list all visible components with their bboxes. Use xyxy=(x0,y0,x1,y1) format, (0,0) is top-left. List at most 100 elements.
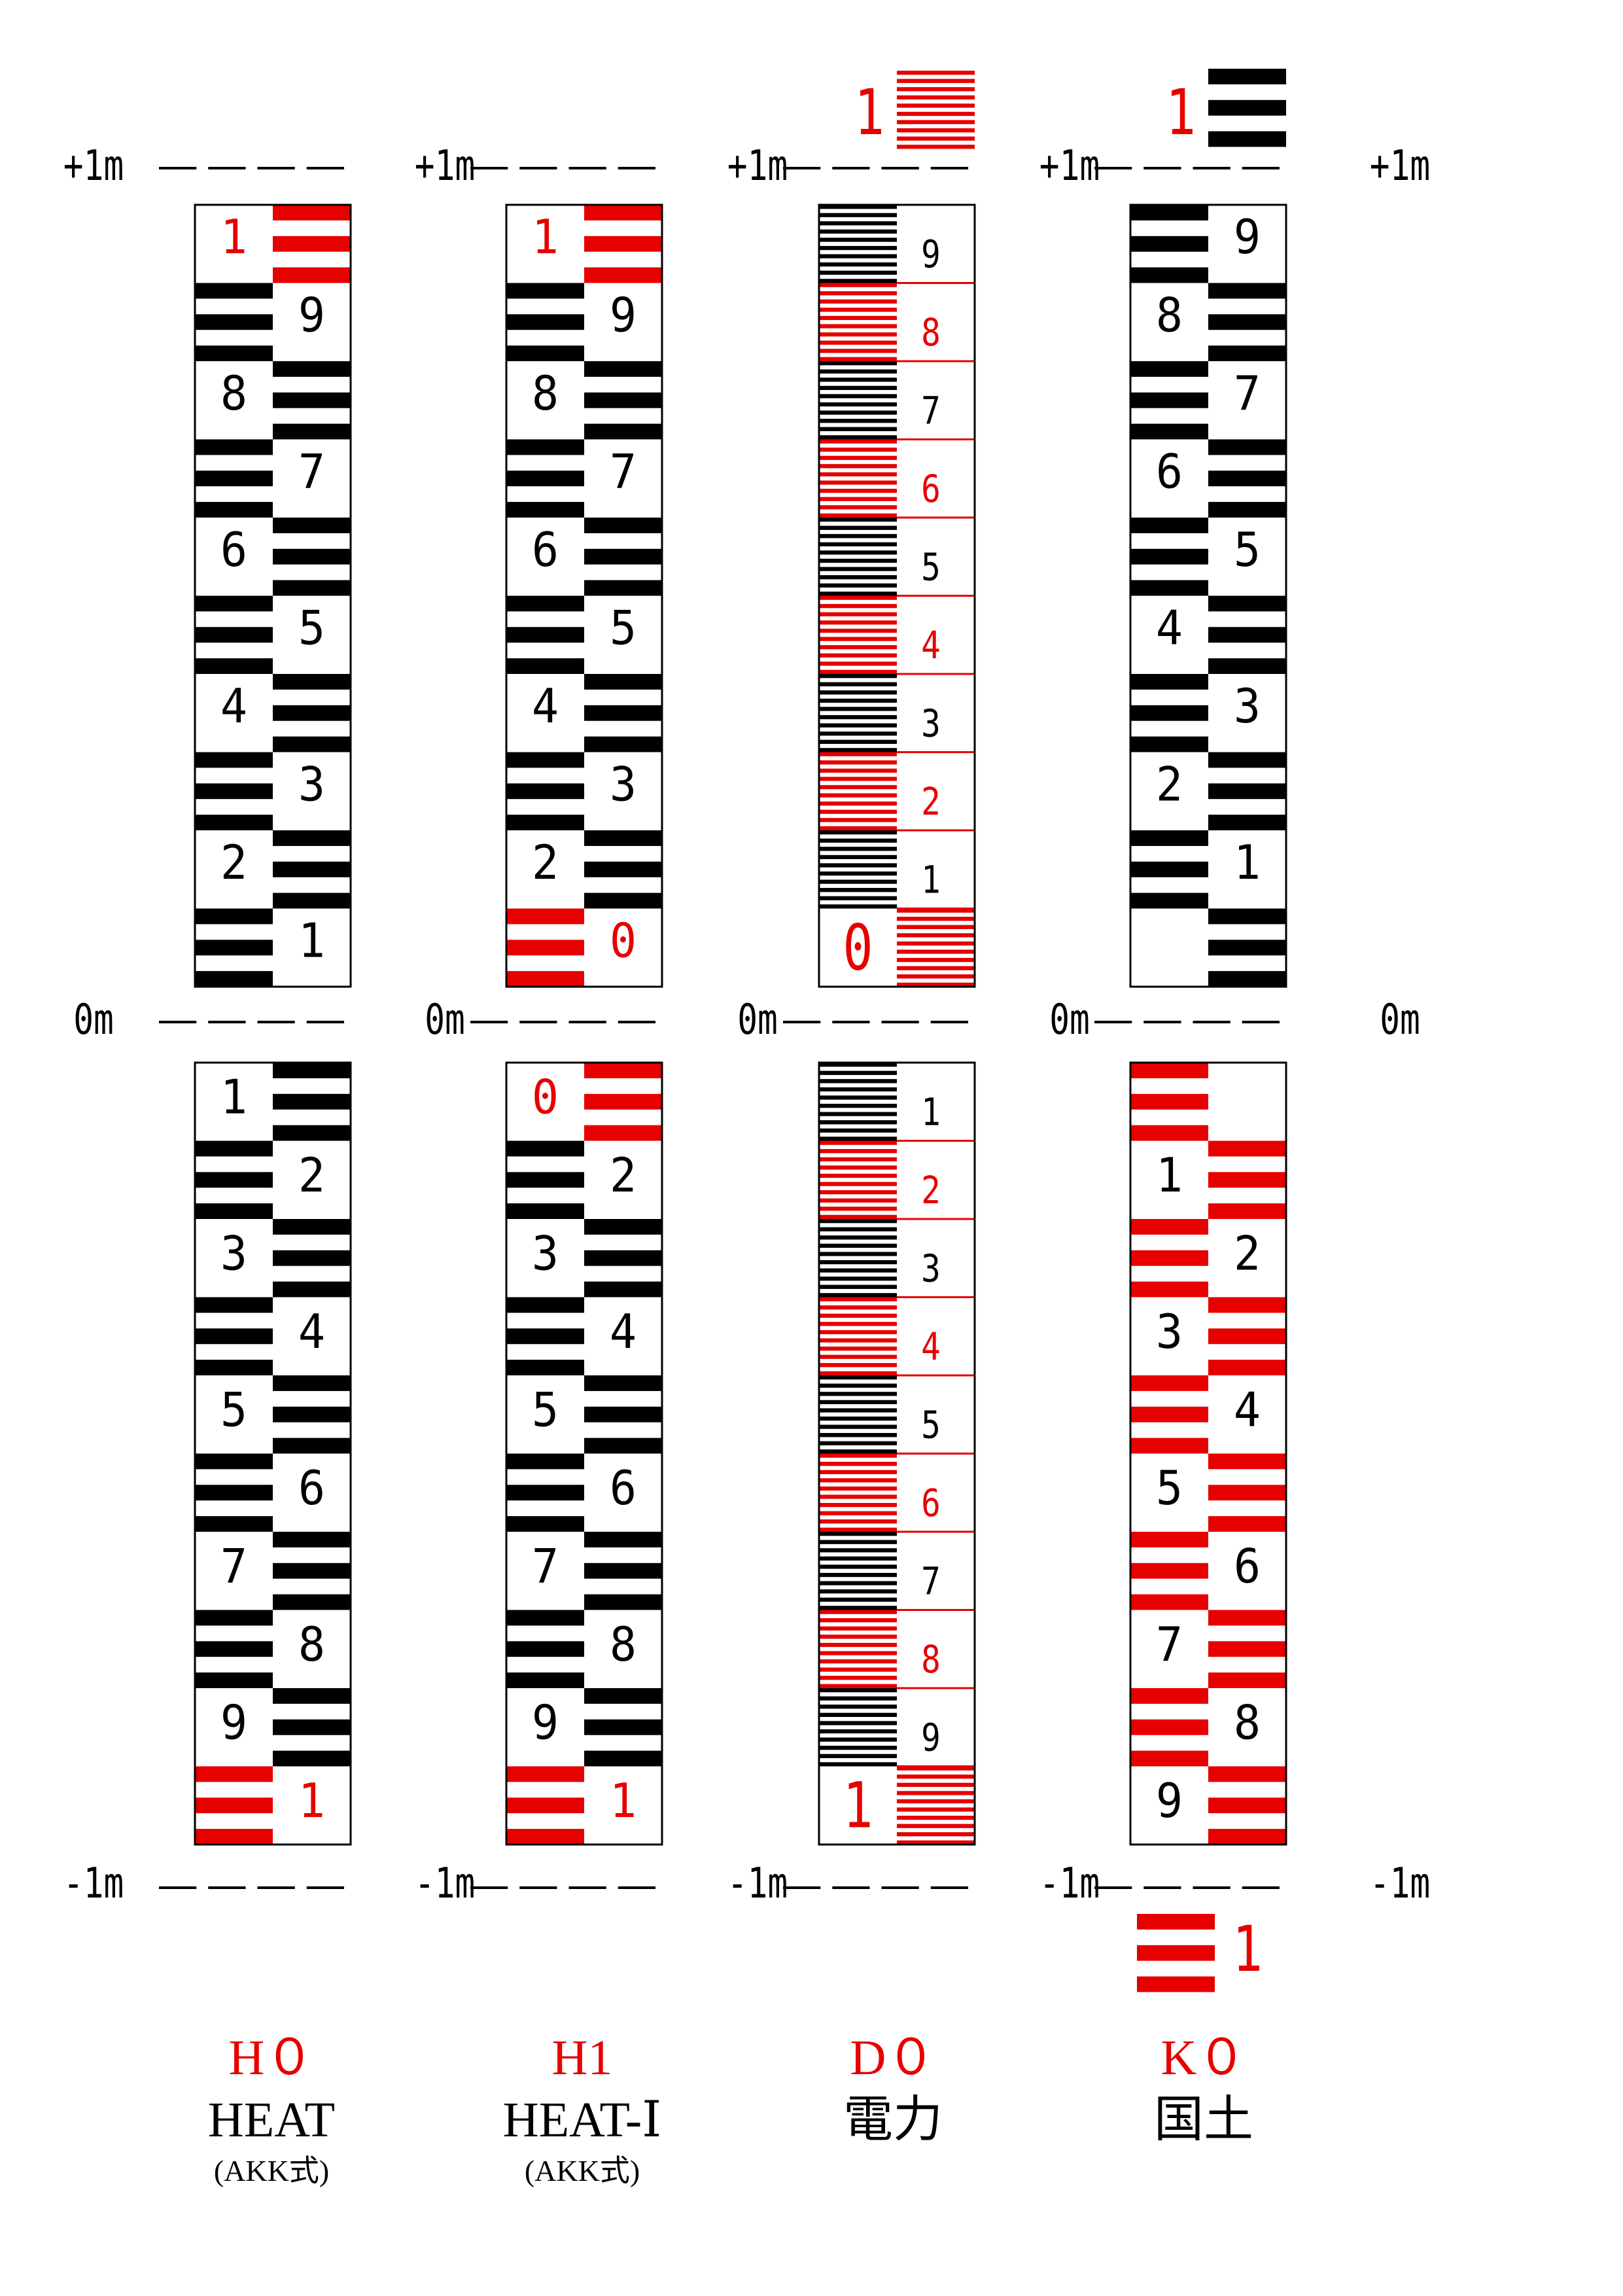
fine-bar xyxy=(819,1626,897,1631)
e-bar xyxy=(584,518,662,533)
fine-bar xyxy=(897,136,975,141)
digit: 1 xyxy=(843,1769,873,1843)
fine-bar xyxy=(819,1494,897,1499)
staff-name: HEAT xyxy=(208,2093,335,2147)
fine-bar xyxy=(819,1330,897,1335)
fine-bar xyxy=(819,542,897,547)
e-bar xyxy=(584,361,662,377)
fine-bar xyxy=(819,1606,897,1610)
e-bar xyxy=(1130,518,1208,533)
dash xyxy=(208,167,246,169)
e-bar xyxy=(1130,236,1208,252)
e-bar xyxy=(506,1172,584,1188)
e-bar xyxy=(273,423,351,440)
digit: 4 xyxy=(1156,601,1183,656)
dash xyxy=(930,167,968,169)
staff-note: (AKK式) xyxy=(525,2154,640,2187)
e-bar xyxy=(1137,1945,1215,1961)
staff-code: H1 xyxy=(552,2030,613,2085)
fine-bar xyxy=(819,455,897,460)
e-bar xyxy=(506,1766,584,1782)
fine-bar xyxy=(819,558,897,563)
fine-bar xyxy=(819,620,897,625)
digit: 2 xyxy=(298,1148,325,1203)
dash xyxy=(1143,1021,1181,1023)
e-bar xyxy=(584,1063,662,1078)
digit: 5 xyxy=(532,1383,559,1438)
dash xyxy=(783,1021,821,1023)
level-line-zero xyxy=(470,1021,655,1023)
fine-bar xyxy=(819,464,897,468)
dash xyxy=(519,167,557,169)
e-bar xyxy=(273,1438,351,1454)
fine-bar xyxy=(819,332,897,337)
dash xyxy=(783,167,821,169)
divider xyxy=(897,516,975,519)
staff-code: K０ xyxy=(1161,2030,1247,2085)
fine-bar xyxy=(819,637,897,641)
e-bar xyxy=(1130,1250,1208,1266)
fine-bar xyxy=(819,855,897,860)
e-bar xyxy=(506,314,584,330)
fine-bar xyxy=(819,1095,897,1100)
e-bar xyxy=(506,502,584,518)
dash xyxy=(1094,1886,1132,1889)
e-bar xyxy=(273,705,351,721)
fine-bar xyxy=(819,1243,897,1248)
e-bar xyxy=(273,580,351,596)
e-bar xyxy=(1208,595,1286,612)
fine-bar xyxy=(819,1684,897,1688)
fine-bar xyxy=(819,1416,897,1421)
fine-bar xyxy=(819,793,897,798)
e-bar xyxy=(273,1532,351,1547)
level-line-bottom xyxy=(470,1886,655,1889)
fine-bar xyxy=(819,739,897,744)
e-bar xyxy=(1208,752,1286,768)
e-bar xyxy=(584,267,662,283)
digit: 7 xyxy=(1234,366,1261,421)
e-bar xyxy=(195,815,273,830)
e-bar xyxy=(584,392,662,408)
marker-digit: 1 xyxy=(1166,76,1196,150)
fine-bar xyxy=(819,748,897,752)
marker-digit: 1 xyxy=(854,76,884,150)
fine-bar xyxy=(819,308,897,312)
dash xyxy=(306,1021,344,1023)
fine-bar xyxy=(819,349,897,353)
fine-bar xyxy=(819,801,897,806)
e-bar xyxy=(195,1203,273,1219)
e-bar xyxy=(195,1516,273,1532)
level-label-zero: 0m xyxy=(737,995,778,1044)
digit: 4 xyxy=(298,1305,325,1360)
e-bar xyxy=(273,1563,351,1579)
e-bar xyxy=(1208,1516,1286,1532)
fine-bar xyxy=(819,1564,897,1569)
digit: 1 xyxy=(921,1090,941,1135)
e-bar xyxy=(506,1672,584,1688)
fine-bar xyxy=(897,103,975,108)
e-bar xyxy=(506,1485,584,1501)
digit: 2 xyxy=(921,1168,941,1212)
level-label-bottom: -1m xyxy=(63,1858,124,1907)
e-bar xyxy=(195,1172,273,1188)
dash xyxy=(257,1021,295,1023)
fine-bar xyxy=(897,1807,975,1812)
e-bar xyxy=(1208,1203,1286,1219)
fine-bar xyxy=(897,145,975,149)
e-bar xyxy=(1208,345,1286,361)
fine-bar xyxy=(897,1799,975,1804)
e-bar xyxy=(506,283,584,299)
digit: 4 xyxy=(921,1324,941,1369)
fine-bar xyxy=(897,1766,975,1771)
digit: 7 xyxy=(532,1539,559,1594)
e-bar xyxy=(1208,1172,1286,1188)
fine-bar xyxy=(819,1400,897,1405)
e-bar xyxy=(273,892,351,909)
fine-bar xyxy=(819,1363,897,1368)
fine-bar xyxy=(819,1079,897,1084)
e-bar xyxy=(506,815,584,830)
e-bar xyxy=(584,423,662,440)
